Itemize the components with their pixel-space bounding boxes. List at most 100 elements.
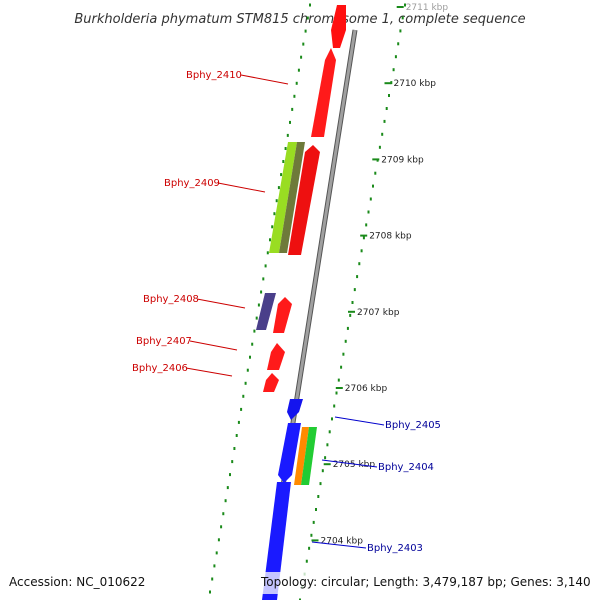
inner-ring-dot (237, 420, 240, 424)
inner-ring-dot (264, 264, 267, 268)
outer-ring-dot (333, 404, 336, 408)
outer-ring-dot (399, 29, 402, 33)
outer-ring-dot (360, 249, 363, 253)
outer-ring-dot (381, 132, 384, 136)
gene-bphy-2404-orange[interactable] (294, 427, 309, 485)
ruler: 2711 kbp 2710 kbp 2709 kbp 2708 kbp 2707 kbp… (311, 3, 449, 546)
gene-bphy-2409-lime[interactable] (269, 142, 297, 253)
gene-label-bphy-2403: Bphy_2403 (367, 543, 423, 554)
outer-ring-dot (367, 210, 370, 214)
gene-bphy-2403[interactable] (262, 482, 291, 600)
gene-label-bphy-2408: Bphy_2408 (143, 294, 199, 305)
inner-ring-dot (273, 212, 276, 216)
gene-bphy-2404-green[interactable] (301, 427, 317, 485)
leader-lines-red (185, 74, 289, 377)
inner-ring-dot (251, 342, 254, 346)
outer-ring-dot (369, 197, 372, 201)
gene-label-bphy-2405: Bphy_2405 (385, 420, 441, 431)
inner-ring-dot (302, 42, 305, 46)
inner-ring-dot (280, 173, 283, 177)
gene-bphy-2406[interactable] (263, 373, 279, 392)
gene-label-bphy-2404: Bphy_2404 (378, 462, 434, 473)
inner-ring-dot (253, 329, 256, 333)
outer-ring-dot (358, 262, 361, 266)
ruler-tick (372, 158, 380, 161)
outer-ring-dot (344, 339, 347, 343)
inner-ring-dot (309, 3, 311, 7)
inner-ring-dot (215, 551, 218, 555)
inner-ring-dot (233, 447, 236, 450)
ruler-tick (348, 310, 355, 313)
inner-ring-dot (291, 107, 294, 111)
outer-ring-dot (401, 16, 404, 20)
inner-ring-dot (284, 147, 287, 150)
accession-text: Accession: NC_010622 (9, 575, 145, 589)
ruler-label: 2709 kbp (381, 155, 424, 165)
ruler-label: 2708 kbp (369, 232, 412, 242)
inner-ring-dot (269, 238, 271, 242)
map-title: Burkholderia phymatum STM815 chromosome … (74, 12, 525, 27)
ruler-tick (311, 539, 319, 542)
outer-ring-dot (365, 223, 368, 227)
outer-ring-dot (362, 236, 365, 240)
inner-ring-dot (222, 512, 225, 516)
outer-ring-dot (372, 184, 374, 188)
inner-ring-dot (295, 81, 298, 85)
gene-bphy-2407[interactable] (267, 343, 285, 370)
outer-ring-dot (305, 559, 308, 563)
ruler-tick (323, 463, 331, 466)
inner-ring-dot (297, 68, 300, 72)
gene-bphy-2408-purple[interactable] (256, 293, 276, 330)
ruler-label: 2711 kbp (406, 3, 449, 13)
ruler-label: 2706 kbp (345, 384, 388, 394)
inner-ring-dot (217, 538, 220, 542)
inner-ring-dot (293, 94, 296, 98)
gene-bphy-2409-red[interactable] (288, 145, 320, 255)
inner-ring-dot (224, 499, 227, 503)
gene-bphy-2404-blue[interactable] (278, 423, 301, 483)
outer-ring-dot (312, 520, 315, 524)
inner-ring-dot (209, 590, 211, 594)
inner-ring-dot (266, 251, 269, 255)
ruler-label: 2710 kbp (394, 79, 437, 89)
outer-ring-dot (378, 145, 381, 149)
gene-label-bphy-2410: Bphy_2410 (186, 70, 242, 81)
outer-ring-dot (340, 365, 343, 369)
outer-ring-dot (315, 508, 317, 511)
outer-ring-dot (326, 443, 329, 447)
inner-ring-dot (262, 277, 265, 281)
inner-ring-dot (229, 473, 231, 477)
inner-ring-dot (257, 303, 260, 307)
ruler-tick (396, 6, 404, 8)
gene-bphy-2408-red[interactable] (273, 297, 292, 333)
outer-ring-dot (404, 3, 406, 7)
outer-ring-dot (392, 68, 395, 72)
topology-text: Topology: circular; Length: 3,479,187 bp… (260, 575, 591, 589)
ruler-tick (384, 82, 392, 85)
outer-ring-dot (353, 288, 356, 292)
outer-ring-dot (308, 546, 311, 550)
gene-bphy-2405[interactable] (287, 399, 303, 420)
inner-ring-dot (306, 16, 309, 20)
inner-ring-dot (260, 290, 263, 294)
gene-bphy-2410-part2[interactable] (311, 48, 336, 137)
reverse-strand-genes (262, 399, 317, 600)
inner-ring-dot (271, 225, 274, 229)
gene-bphy-2410-part1[interactable] (331, 5, 346, 48)
inner-ring-dot (211, 577, 214, 581)
outer-ring-dot (388, 94, 390, 97)
inner-ring-dot (242, 394, 245, 398)
ruler-label: 2704 kbp (321, 536, 364, 546)
inner-ring-dot (249, 355, 251, 359)
outer-ring-dot (337, 378, 340, 382)
inner-ring-dot (226, 486, 229, 490)
inner-ring-dot (286, 133, 289, 137)
gene-bphy-2409-olive[interactable] (279, 142, 305, 253)
outer-ring-dot (335, 391, 338, 395)
footer-backdrop (260, 572, 595, 594)
ring-dots (209, 3, 406, 600)
inner-ring-dot (244, 381, 247, 385)
gene-label-bphy-2407: Bphy_2407 (136, 336, 192, 347)
leader-lines-blue (311, 416, 385, 549)
